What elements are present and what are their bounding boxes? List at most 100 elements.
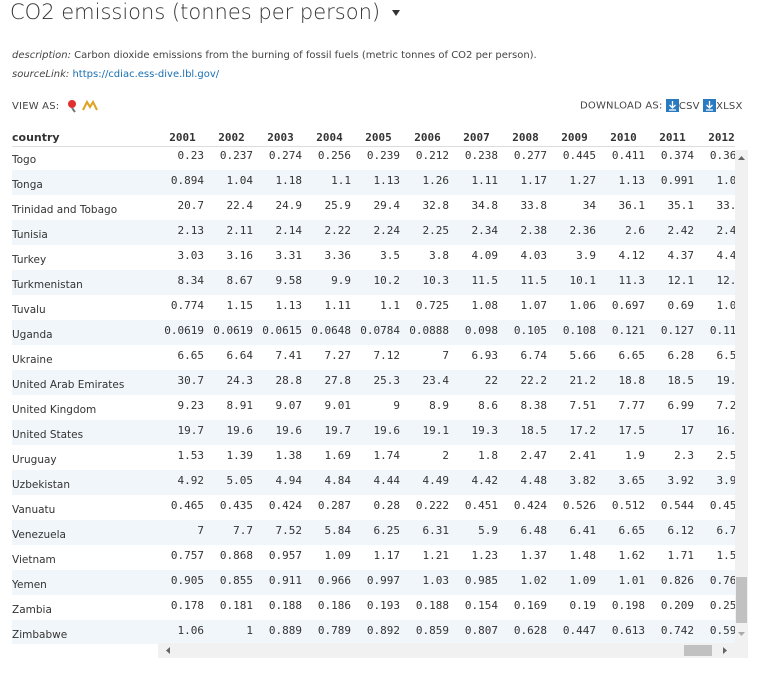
value-cell: 32.8 [403, 195, 452, 220]
value-cell: 0.894 [158, 170, 207, 195]
value-cell: 2.47 [501, 445, 550, 470]
view-as-label: VIEW AS: [12, 101, 59, 112]
value-cell: 0.859 [403, 620, 452, 644]
indicator-title[interactable]: CO2 emissions (tonnes per person) [10, 0, 401, 24]
value-cell: 12.3 [697, 270, 735, 295]
value-cell: 0.188 [256, 595, 305, 620]
value-cell: 19.7 [305, 420, 354, 445]
value-cell: 1.8 [452, 445, 501, 470]
xlsx-button[interactable]: XLSX [703, 101, 742, 112]
source-link[interactable]: https://cdiac.ess-dive.lbl.gov/ [72, 69, 219, 80]
country-cell: Togo [12, 150, 158, 170]
horizontal-scrollbar[interactable] [158, 643, 748, 658]
value-cell: 1.23 [452, 545, 501, 570]
source-label: sourceLink: [12, 69, 69, 80]
country-cell: Yemen [12, 570, 158, 595]
value-cell: 0.212 [403, 150, 452, 170]
value-cell: 0.0619 [207, 320, 256, 345]
value-cell: 2.11 [207, 220, 256, 245]
value-cell: 0.613 [599, 620, 648, 644]
column-header: 2005 [354, 131, 403, 144]
value-cell: 0.774 [158, 295, 207, 320]
value-cell: 0.239 [354, 150, 403, 170]
value-cell: 0.807 [452, 620, 501, 644]
value-cell: 0.209 [648, 595, 697, 620]
value-cell: 2.22 [305, 220, 354, 245]
country-cell: Venezuela [12, 520, 158, 545]
value-cell: 35.1 [648, 195, 697, 220]
value-cell: 0.254 [697, 595, 735, 620]
value-cell: 0.594 [697, 620, 735, 644]
value-cell: 0.544 [648, 495, 697, 520]
value-cell: 2.38 [501, 220, 550, 245]
table-row: Uganda0.06190.06190.06150.06480.07840.08… [12, 320, 735, 345]
value-cell: 1.11 [305, 295, 354, 320]
value-cell: 0.697 [599, 295, 648, 320]
value-cell: 0.274 [256, 150, 305, 170]
value-cell: 7 [403, 345, 452, 370]
vertical-scrollbar[interactable] [735, 150, 748, 644]
value-cell: 4.09 [452, 245, 501, 270]
column-header: 2002 [207, 131, 256, 144]
view-icons[interactable] [66, 99, 102, 113]
value-cell: 2.41 [550, 445, 599, 470]
value-cell: 1.06 [550, 295, 599, 320]
column-header: 2012 [697, 131, 746, 144]
country-cell: Tonga [12, 170, 158, 195]
csv-button[interactable]: CSV [666, 101, 700, 112]
value-cell: 6.25 [354, 520, 403, 545]
value-cell: 1.08 [452, 295, 501, 320]
value-cell: 0.966 [305, 570, 354, 595]
value-cell: 8.34 [158, 270, 207, 295]
value-cell: 0.826 [648, 570, 697, 595]
value-cell: 0.435 [207, 495, 256, 520]
dropdown-caret [391, 8, 401, 18]
column-header: 2003 [256, 131, 305, 144]
value-cell: 6.77 [697, 520, 735, 545]
value-cell: 1.1 [305, 170, 354, 195]
value-cell: 0.447 [550, 620, 599, 644]
value-cell: 29.4 [354, 195, 403, 220]
value-cell: 2.42 [648, 220, 697, 245]
value-cell: 3.03 [158, 245, 207, 270]
value-cell: 1.27 [550, 170, 599, 195]
value-cell: 6.74 [501, 345, 550, 370]
value-cell: 19.6 [207, 420, 256, 445]
value-cell: 0.0784 [354, 320, 403, 345]
value-cell: 27.8 [305, 370, 354, 395]
country-cell: United Arab Emirates [12, 370, 158, 395]
value-cell: 22.4 [207, 195, 256, 220]
value-cell: 2.14 [256, 220, 305, 245]
value-cell: 25.3 [354, 370, 403, 395]
table-row: United Kingdom9.238.919.079.0198.98.68.3… [12, 395, 735, 420]
column-header: 2009 [550, 131, 599, 144]
table-row: Turkmenistan8.348.679.589.910.210.311.51… [12, 270, 735, 295]
value-cell: 0.121 [599, 320, 648, 345]
value-cell: 1.9 [599, 445, 648, 470]
value-cell: 1.53 [158, 445, 207, 470]
value-cell: 0.28 [354, 495, 403, 520]
value-cell: 19.3 [452, 420, 501, 445]
value-cell: 0.367 [697, 150, 735, 170]
country-cell: Uzbekistan [12, 470, 158, 495]
value-cell: 1.74 [354, 445, 403, 470]
value-cell: 2.34 [452, 220, 501, 245]
value-cell: 1.48 [550, 545, 599, 570]
value-cell: 0.465 [158, 495, 207, 520]
value-cell: 7.26 [697, 395, 735, 420]
table-row: Tonga0.8941.041.181.11.131.261.111.171.2… [12, 170, 735, 195]
value-cell: 33.8 [501, 195, 550, 220]
table-row: Zimbabwe1.0610.8890.7890.8920.8590.8070.… [12, 620, 735, 644]
value-cell: 4.44 [354, 470, 403, 495]
value-cell: 6.51 [697, 345, 735, 370]
value-cell: 0.742 [648, 620, 697, 644]
country-cell: Vietnam [12, 545, 158, 570]
table-row: Vietnam0.7570.8680.9571.091.171.211.231.… [12, 545, 735, 570]
value-cell: 7.77 [599, 395, 648, 420]
value-cell: 0.169 [501, 595, 550, 620]
value-cell: 7.12 [354, 345, 403, 370]
value-cell: 30.7 [158, 370, 207, 395]
value-cell: 0.424 [501, 495, 550, 520]
value-cell: 17.2 [550, 420, 599, 445]
value-cell: 3.31 [256, 245, 305, 270]
